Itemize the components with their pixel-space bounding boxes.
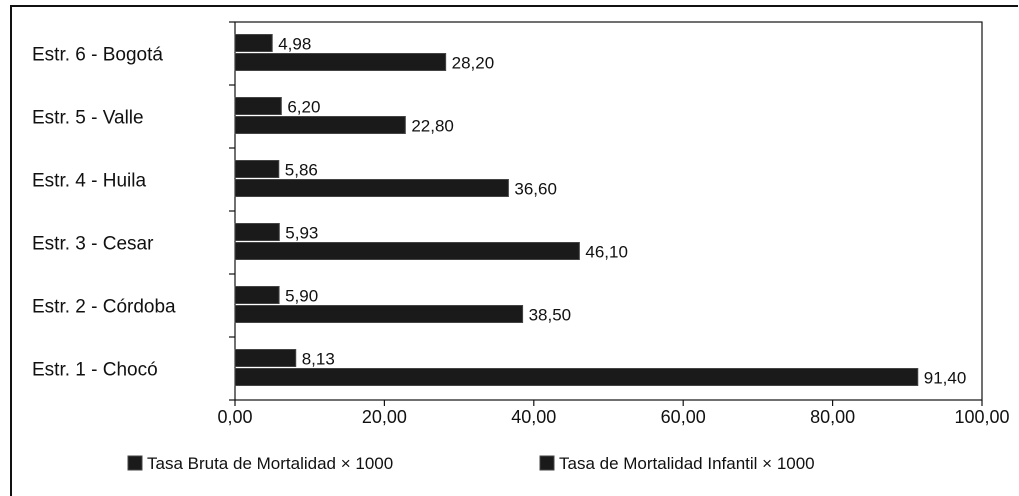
x-tick-label: 20,00 xyxy=(362,407,407,427)
bar-tasa-bruta xyxy=(235,287,279,304)
bar-tasa-bruta xyxy=(235,161,279,178)
bar-tasa-infantil xyxy=(235,117,405,134)
bar-tasa-bruta xyxy=(235,350,296,367)
legend: Tasa Bruta de Mortalidad × 1000 Tasa de M… xyxy=(128,454,815,473)
data-label: 4,98 xyxy=(278,35,311,54)
x-tick-label: 40,00 xyxy=(511,407,556,427)
category-label: Estr. 1 - Chocó xyxy=(32,360,158,381)
data-label: 38,50 xyxy=(529,306,572,325)
bar-tasa-infantil xyxy=(235,306,523,323)
y-axis: Estr. 1 - Chocó Estr. 2 - Córdoba Estr. 3 … xyxy=(32,22,235,400)
bar-tasa-bruta xyxy=(235,35,272,52)
x-tick-label: 80,00 xyxy=(810,407,855,427)
plot-area xyxy=(235,22,982,400)
legend-label: Tasa Bruta de Mortalidad × 1000 xyxy=(147,454,393,473)
x-axis: 0,00 20,00 40,00 60,00 80,00 100,00 xyxy=(217,400,1009,427)
data-label: 28,20 xyxy=(452,54,495,73)
bars: 8,13 91,40 5,90 38,50 5,93 46,10 5,86 36,60 6,20… xyxy=(235,35,966,388)
data-label: 5,90 xyxy=(285,287,318,306)
category-label: Estr. 4 - Huila xyxy=(32,171,146,192)
data-label: 22,80 xyxy=(411,117,454,136)
data-label: 6,20 xyxy=(287,98,320,117)
data-label: 36,60 xyxy=(514,180,557,199)
legend-label: Tasa de Mortalidad Infantil × 1000 xyxy=(559,454,815,473)
bar-tasa-infantil xyxy=(235,243,579,260)
x-tick-label: 100,00 xyxy=(954,407,1009,427)
category-label: Estr. 6 - Bogotá xyxy=(32,45,163,66)
category-label: Estr. 2 - Córdoba xyxy=(32,297,176,318)
x-tick-label: 60,00 xyxy=(661,407,706,427)
data-label: 5,93 xyxy=(285,224,318,243)
legend-swatch xyxy=(540,456,554,470)
bar-tasa-infantil xyxy=(235,54,446,71)
category-label: Estr. 5 - Valle xyxy=(32,108,144,129)
data-label: 91,40 xyxy=(924,369,967,388)
category-label: Estr. 3 - Cesar xyxy=(32,234,154,255)
legend-swatch xyxy=(128,456,142,470)
bar-tasa-bruta xyxy=(235,98,281,115)
x-tick-label: 0,00 xyxy=(217,407,252,427)
bar-tasa-bruta xyxy=(235,224,279,241)
data-label: 5,86 xyxy=(285,161,318,180)
bar-tasa-infantil xyxy=(235,369,918,386)
data-label: 46,10 xyxy=(585,243,628,262)
data-label: 8,13 xyxy=(302,350,335,369)
bar-tasa-infantil xyxy=(235,180,508,197)
plot-border xyxy=(235,22,982,400)
